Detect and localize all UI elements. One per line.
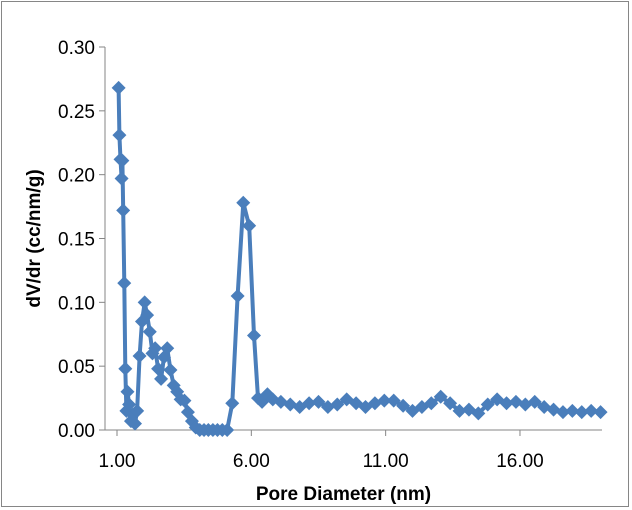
x-tick-label: 6.00 [233,451,270,472]
data-point-marker [114,171,129,186]
data-point-marker [117,276,132,291]
data-point-marker [452,403,467,418]
y-tick-label: 0.10 [58,293,95,314]
data-point-marker [574,405,589,420]
axes [104,47,602,431]
data-point-marker [151,361,166,376]
x-axis-ticks: 1.00 6.00 11.00 16.00 [99,430,544,472]
data-point-marker [330,397,345,412]
data-point-marker [386,393,401,408]
data-point-marker [154,371,169,386]
data-point-marker [118,361,133,376]
y-tick-label: 0.05 [58,357,95,378]
y-tick-label: 0.00 [58,421,95,442]
data-point-marker [424,396,439,411]
data-point-marker [119,403,134,418]
data-point-marker [160,341,175,356]
data-point-marker [130,403,145,418]
y-tick-label: 0.25 [58,102,95,123]
data-point-marker [112,128,127,143]
data-point-marker [584,403,599,418]
data-point-marker [242,218,257,233]
data-point-marker [565,403,580,418]
data-point-marker [115,153,130,168]
y-tick-label: 0.20 [58,166,95,187]
data-point-marker [111,80,126,95]
x-tick-label: 11.00 [363,451,409,472]
data-point-marker [142,324,157,339]
data-point-marker [443,396,458,411]
series-line [116,87,601,432]
data-point-marker [177,393,192,408]
data-point-marker [230,288,245,303]
data-point-marker [396,398,411,413]
y-tick-label: 0.30 [58,38,95,59]
data-point-marker [527,394,542,409]
data-point-marker [499,396,514,411]
data-point-marker [302,396,317,411]
data-point-marker [236,195,251,210]
y-axis-title: dV/dr (cc/nm/g) [24,169,45,307]
y-axis-ticks: 0.00 0.05 0.10 0.15 0.20 0.25 0.30 [58,38,105,442]
data-point-marker [311,394,326,409]
data-point-marker [120,384,135,399]
data-point-marker [163,362,178,377]
data-point-marker [377,393,392,408]
x-axis-title: Pore Diameter (nm) [256,484,431,505]
data-point-marker [225,396,240,411]
data-point-marker [127,416,142,431]
data-point-marker [220,423,235,437]
x-tick-label: 1.00 [99,451,136,472]
x-tick-label: 16.00 [496,451,544,472]
data-point-marker [480,397,495,412]
series-layer [111,80,608,437]
data-point-marker [116,203,131,218]
data-point-marker [471,406,486,421]
data-point-marker [433,389,448,404]
data-point-marker [555,405,570,420]
data-point-marker [148,341,163,356]
data-point-marker [137,295,152,310]
data-point-marker [132,348,147,363]
y-tick-label: 0.15 [58,230,95,251]
data-point-marker [593,405,608,420]
data-point-marker [247,328,262,343]
data-point-marker [140,308,155,323]
